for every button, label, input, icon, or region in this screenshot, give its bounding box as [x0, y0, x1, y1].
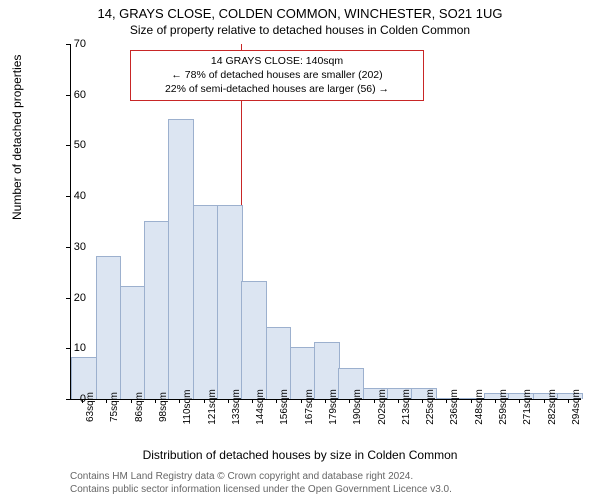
y-tick-label: 60: [74, 89, 86, 101]
annotation-line-3: 22% of semi-detached houses are larger (…: [137, 82, 417, 96]
x-tick-label: 271sqm: [522, 389, 533, 425]
histogram-bar: [96, 256, 122, 399]
x-tick-mark: [252, 399, 253, 403]
footer: Contains HM Land Registry data © Crown c…: [70, 470, 452, 496]
x-tick-mark: [155, 399, 156, 403]
x-tick-label: 86sqm: [134, 392, 145, 422]
x-tick-label: 144sqm: [255, 389, 266, 425]
y-tick-mark: [66, 44, 70, 45]
x-tick-label: 213sqm: [401, 389, 412, 425]
x-tick-mark: [349, 399, 350, 403]
x-tick-mark: [544, 399, 545, 403]
x-tick-label: 294sqm: [571, 389, 582, 425]
y-tick-mark: [66, 247, 70, 248]
y-tick-label: 40: [74, 190, 86, 202]
chart-title: 14, GRAYS CLOSE, COLDEN COMMON, WINCHEST…: [0, 6, 600, 21]
x-tick-label: 236sqm: [449, 389, 460, 425]
x-tick-mark: [325, 399, 326, 403]
histogram-bar: [241, 281, 267, 399]
x-tick-label: 225sqm: [425, 389, 436, 425]
x-tick-label: 167sqm: [304, 389, 315, 425]
x-tick-label: 156sqm: [279, 389, 290, 425]
x-tick-label: 133sqm: [231, 389, 242, 425]
y-tick-mark: [66, 145, 70, 146]
footer-line-1: Contains HM Land Registry data © Crown c…: [70, 470, 452, 483]
x-tick-label: 63sqm: [85, 392, 96, 422]
histogram-bar: [144, 221, 170, 400]
x-tick-mark: [82, 399, 83, 403]
x-tick-mark: [276, 399, 277, 403]
annotation-line-2: ← 78% of detached houses are smaller (20…: [137, 68, 417, 82]
footer-line-2: Contains public sector information licen…: [70, 483, 452, 496]
histogram-bar: [193, 205, 219, 399]
x-axis-label: Distribution of detached houses by size …: [0, 448, 600, 462]
property-size-chart: 14, GRAYS CLOSE, COLDEN COMMON, WINCHEST…: [0, 0, 600, 500]
x-tick-label: 179sqm: [328, 389, 339, 425]
x-tick-mark: [179, 399, 180, 403]
y-tick-label: 70: [74, 38, 86, 50]
histogram-bar: [168, 119, 194, 399]
x-tick-mark: [519, 399, 520, 403]
y-tick-label: 20: [74, 292, 86, 304]
x-tick-label: 121sqm: [207, 389, 218, 425]
x-tick-mark: [398, 399, 399, 403]
x-tick-mark: [471, 399, 472, 403]
annotation-line-1: 14 GRAYS CLOSE: 140sqm: [137, 54, 417, 68]
x-tick-label: 75sqm: [109, 392, 120, 422]
x-tick-mark: [374, 399, 375, 403]
x-tick-mark: [228, 399, 229, 403]
y-tick-mark: [66, 399, 70, 400]
x-tick-label: 248sqm: [474, 389, 485, 425]
x-tick-mark: [495, 399, 496, 403]
x-tick-label: 110sqm: [182, 390, 193, 425]
histogram-bar: [266, 327, 292, 399]
x-tick-label: 190sqm: [352, 389, 363, 425]
y-tick-mark: [66, 298, 70, 299]
annotation-box: 14 GRAYS CLOSE: 140sqm ← 78% of detached…: [130, 50, 424, 101]
x-tick-mark: [204, 399, 205, 403]
histogram-bar: [120, 286, 146, 399]
y-axis-label: Number of detached properties: [10, 55, 24, 220]
y-tick-label: 10: [74, 342, 86, 354]
y-tick-mark: [66, 95, 70, 96]
histogram-bar: [217, 205, 243, 399]
x-tick-label: 202sqm: [377, 389, 388, 425]
x-tick-mark: [446, 399, 447, 403]
y-tick-label: 30: [74, 241, 86, 253]
x-tick-mark: [131, 399, 132, 403]
y-tick-mark: [66, 196, 70, 197]
x-tick-mark: [301, 399, 302, 403]
y-tick-label: 50: [74, 139, 86, 151]
x-tick-mark: [422, 399, 423, 403]
x-tick-mark: [568, 399, 569, 403]
chart-subtitle: Size of property relative to detached ho…: [0, 23, 600, 37]
y-tick-mark: [66, 348, 70, 349]
x-tick-label: 282sqm: [547, 389, 558, 425]
x-tick-mark: [106, 399, 107, 403]
x-tick-label: 259sqm: [498, 389, 509, 425]
x-tick-label: 98sqm: [158, 392, 169, 422]
